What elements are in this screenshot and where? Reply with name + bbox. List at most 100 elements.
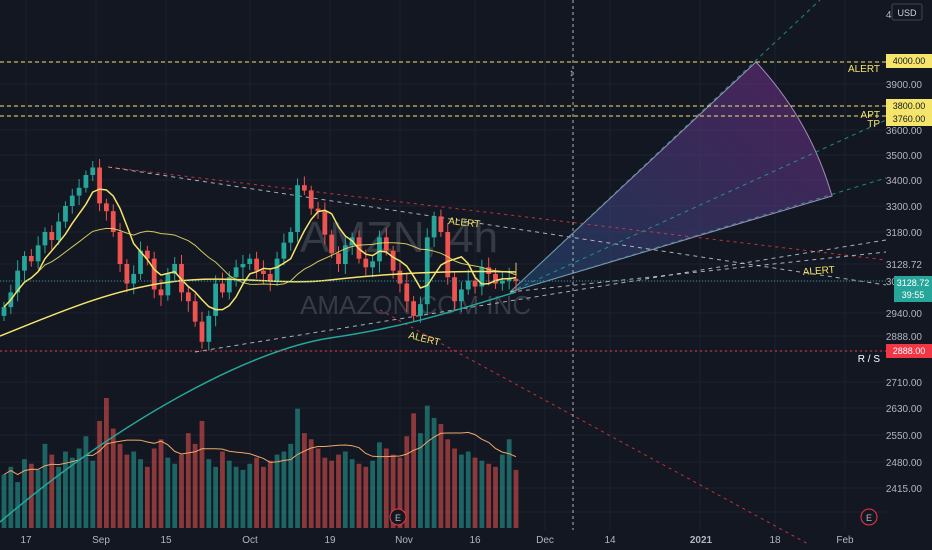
candle-body[interactable] [383, 237, 389, 251]
candle-body[interactable] [370, 261, 376, 268]
candle-body[interactable] [281, 242, 287, 259]
candle-body[interactable] [329, 234, 335, 254]
candle-body[interactable] [363, 258, 369, 268]
horizontal-lines[interactable] [0, 61, 886, 352]
candle-body[interactable] [185, 292, 191, 302]
candle-body[interactable] [261, 270, 266, 274]
candle-body[interactable] [206, 315, 212, 342]
candle-body[interactable] [28, 256, 34, 262]
candle-body[interactable] [226, 277, 232, 293]
price-tag-alert[interactable]: ALERT 4000.00 [848, 54, 932, 75]
candle-body[interactable] [247, 258, 253, 264]
candle-body[interactable] [390, 250, 396, 271]
candle-body[interactable] [90, 167, 96, 176]
candle-body[interactable] [274, 258, 280, 281]
candle-body[interactable] [63, 206, 68, 222]
candle-body[interactable] [192, 301, 198, 322]
candle-body[interactable] [179, 264, 184, 293]
candle-body[interactable] [506, 278, 512, 281]
candle-body[interactable] [83, 175, 89, 188]
fan-drawing[interactable] [509, 61, 833, 293]
candle-body[interactable] [315, 208, 321, 212]
volume-bar [104, 398, 109, 528]
time-axis[interactable]: 17 Sep 15 Oct 19 Nov 16 Dec 14 2021 18 Feb [20, 535, 854, 546]
price-tag-last[interactable]: 3128.72 39:55 [894, 276, 932, 302]
candle-body[interactable] [22, 256, 27, 271]
candle-body[interactable] [56, 221, 62, 240]
price-tag-tp[interactable]: TP 3760.00 [867, 112, 932, 130]
candle-body[interactable] [151, 258, 157, 290]
candle-body[interactable] [104, 203, 109, 212]
trend-line[interactable] [379, 309, 811, 546]
volume-bar [363, 466, 369, 528]
candle-body[interactable] [445, 232, 451, 278]
candle-body[interactable] [144, 250, 150, 259]
candle-body[interactable] [15, 270, 21, 293]
candle-body[interactable] [69, 195, 75, 206]
candle-body[interactable] [308, 190, 314, 209]
candle-body[interactable] [458, 289, 464, 302]
candle-body[interactable] [397, 270, 403, 284]
trend-line[interactable] [509, 251, 887, 293]
candle-body[interactable] [124, 264, 130, 284]
candle-body[interactable] [240, 264, 246, 268]
candle-body[interactable] [424, 237, 430, 305]
volume-bar [308, 439, 314, 528]
candle-body[interactable] [288, 232, 294, 243]
candle-body[interactable] [165, 273, 171, 296]
candle-body[interactable] [513, 278, 519, 281]
trend-line[interactable] [107, 166, 887, 261]
candle-body[interactable] [452, 277, 457, 302]
candle-body[interactable] [131, 273, 137, 284]
trend-line[interactable] [509, 119, 887, 293]
candle-body[interactable] [486, 267, 492, 274]
candle-body[interactable] [499, 280, 505, 284]
candle-body[interactable] [411, 301, 416, 316]
candle-body[interactable] [465, 280, 471, 290]
candle-body[interactable] [35, 245, 41, 262]
candle-body[interactable] [172, 264, 178, 274]
trend-line[interactable] [509, 0, 821, 293]
candle-body[interactable] [438, 216, 444, 232]
candle-body[interactable] [254, 258, 259, 271]
fan-area [509, 61, 833, 293]
currency-badge[interactable]: USD [891, 3, 923, 21]
price-axis-tick: 3300.00 [886, 202, 923, 213]
candle-body[interactable] [97, 167, 102, 204]
candle-body[interactable] [220, 283, 225, 293]
candle-body[interactable] [301, 185, 307, 191]
candle-body[interactable] [472, 280, 478, 287]
candle-body[interactable] [233, 267, 239, 278]
candle-body[interactable] [158, 289, 164, 296]
candle-body[interactable] [418, 304, 423, 316]
candle-body[interactable] [336, 253, 341, 264]
candle-body[interactable] [117, 232, 123, 264]
candle-body[interactable] [267, 273, 273, 281]
candle-body[interactable] [76, 187, 82, 196]
candle-body[interactable] [213, 283, 219, 316]
candle-body[interactable] [322, 211, 328, 235]
price-tag-rs[interactable]: R / S 2888.00 [858, 344, 932, 365]
candle-body[interactable] [42, 232, 48, 246]
candle-body[interactable] [342, 245, 348, 264]
candle-body[interactable] [49, 232, 55, 240]
candle-body[interactable] [377, 237, 382, 262]
volume-bar [295, 408, 300, 528]
candlesticks[interactable] [1, 159, 519, 351]
event-marker-right[interactable]: E [860, 508, 878, 526]
candle-body[interactable] [110, 211, 116, 232]
volume-bar [281, 451, 287, 528]
tag-tp-value: 3760.00 [893, 114, 926, 124]
candle-body[interactable] [431, 216, 437, 238]
candle-body[interactable] [1, 307, 7, 316]
candle-body[interactable] [199, 321, 205, 342]
candle-body[interactable] [404, 283, 410, 302]
candle-body[interactable] [479, 267, 485, 287]
candle-body[interactable] [493, 273, 498, 284]
event-marker[interactable]: E [389, 508, 407, 526]
candle-body[interactable] [295, 185, 300, 232]
trend-line[interactable] [107, 166, 887, 286]
price-tag-apt[interactable]: APT 3800.00 [861, 99, 932, 121]
candle-body[interactable] [138, 250, 143, 274]
